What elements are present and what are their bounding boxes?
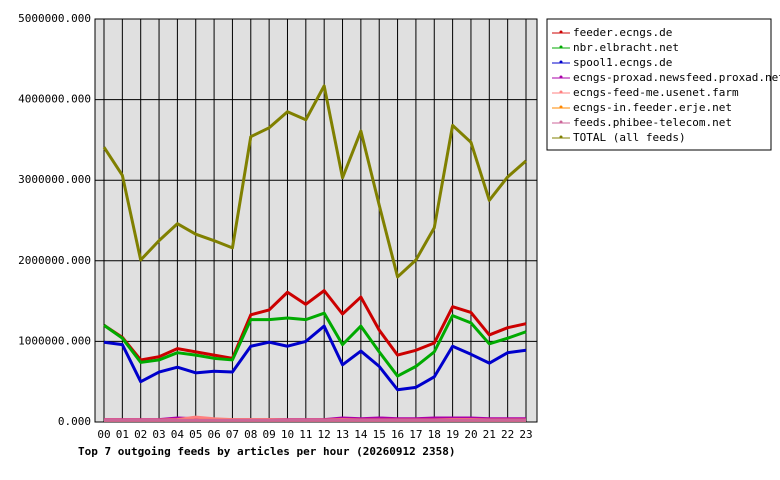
legend-marker <box>559 75 563 79</box>
legend-label: ecngs-in.feeder.erje.net <box>573 101 732 114</box>
legend-marker <box>559 30 563 34</box>
legend-marker <box>559 90 563 94</box>
y-tick-label: 5000000.000 <box>18 12 91 25</box>
legend-box <box>546 18 772 151</box>
y-tick-label: 4000000.000 <box>18 93 91 106</box>
legend-label: feeds.phibee-telecom.net <box>573 116 732 129</box>
series-line <box>103 324 527 392</box>
x-tick-label: 12 <box>318 428 331 441</box>
legend-marker <box>559 45 563 49</box>
x-tick-label: 23 <box>519 428 532 441</box>
x-tick-label: 16 <box>391 428 404 441</box>
x-tick-label: 19 <box>446 428 459 441</box>
series-line <box>103 289 527 362</box>
x-tick-label: 17 <box>409 428 422 441</box>
x-tick-label: 20 <box>464 428 477 441</box>
x-tick-label: 09 <box>263 428 276 441</box>
legend-marker <box>559 60 563 64</box>
x-tick-label: 15 <box>373 428 386 441</box>
x-tick-label: 10 <box>281 428 294 441</box>
x-tick-label: 08 <box>244 428 257 441</box>
legend-label: feeder.ecngs.de <box>573 26 672 39</box>
legend-marker <box>559 120 563 124</box>
x-tick-label: 22 <box>501 428 514 441</box>
series-line <box>102 84 527 279</box>
y-tick-label: 3000000.000 <box>18 173 91 186</box>
legend-label: ecngs-feed-me.usenet.farm <box>573 86 739 99</box>
x-tick-label: 11 <box>299 428 312 441</box>
x-tick-label: 07 <box>226 428 239 441</box>
legend-label: TOTAL (all feeds) <box>573 131 686 144</box>
y-tick-label: 0.000 <box>58 415 91 428</box>
x-tick-label: 13 <box>336 428 349 441</box>
x-tick-label: 05 <box>189 428 202 441</box>
y-tick-label: 2000000.000 <box>18 254 91 267</box>
legend-label: nbr.elbracht.net <box>573 41 679 54</box>
legend-label: spool1.ecngs.de <box>573 56 672 69</box>
x-tick-label: 14 <box>354 428 368 441</box>
x-tick-label: 01 <box>116 428 129 441</box>
x-tick-label: 00 <box>97 428 110 441</box>
y-tick-label: 1000000.000 <box>18 334 91 347</box>
legend-marker <box>559 105 563 109</box>
legend-label: ecngs-proxad.newsfeed.proxad.net <box>573 71 780 84</box>
legend-marker <box>559 135 563 139</box>
x-tick-label: 02 <box>134 428 147 441</box>
chart-title: Top 7 outgoing feeds by articles per hou… <box>78 445 456 458</box>
x-tick-label: 06 <box>207 428 220 441</box>
x-tick-label: 18 <box>428 428 441 441</box>
x-tick-label: 03 <box>152 428 165 441</box>
x-tick-label: 04 <box>171 428 185 441</box>
x-tick-label: 21 <box>483 428 496 441</box>
series-line <box>103 311 527 378</box>
